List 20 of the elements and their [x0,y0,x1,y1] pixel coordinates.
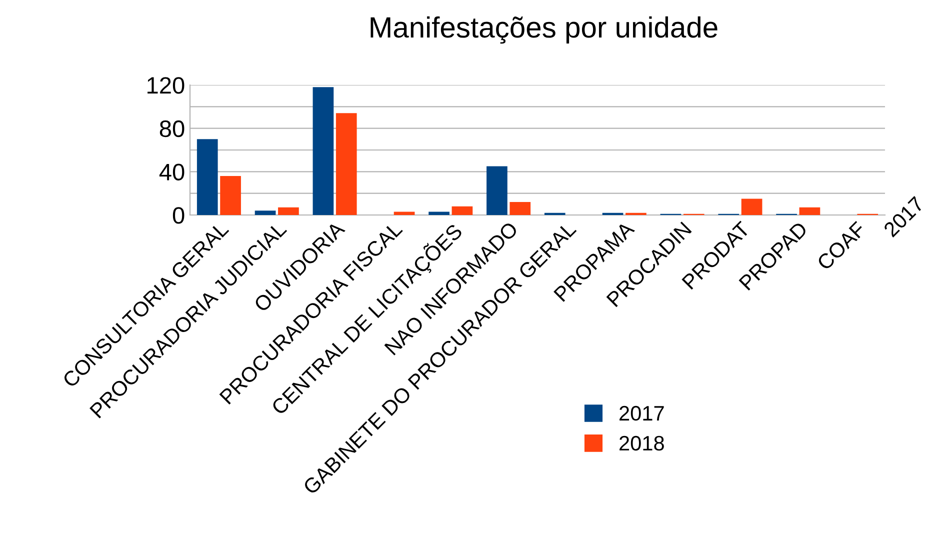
chart-title: Manifestações por unidade [370,16,718,44]
y-tick-label: 0 [172,207,184,224]
bar [336,113,357,215]
bar [741,198,762,215]
legend-label: 2018 [620,436,664,451]
bar [394,212,415,215]
bar [220,176,241,215]
y-tick-label: 120 [148,77,184,94]
bar [254,210,276,215]
bar [278,207,299,215]
bar [452,206,473,215]
bar [428,212,450,215]
bar [799,207,820,215]
bar [312,87,334,215]
bar [510,202,531,215]
legend-label: 2017 [620,406,664,421]
bar [486,166,508,215]
bar [196,139,218,215]
y-tick-label: 40 [159,164,184,180]
y-tick-label: 80 [160,120,184,138]
